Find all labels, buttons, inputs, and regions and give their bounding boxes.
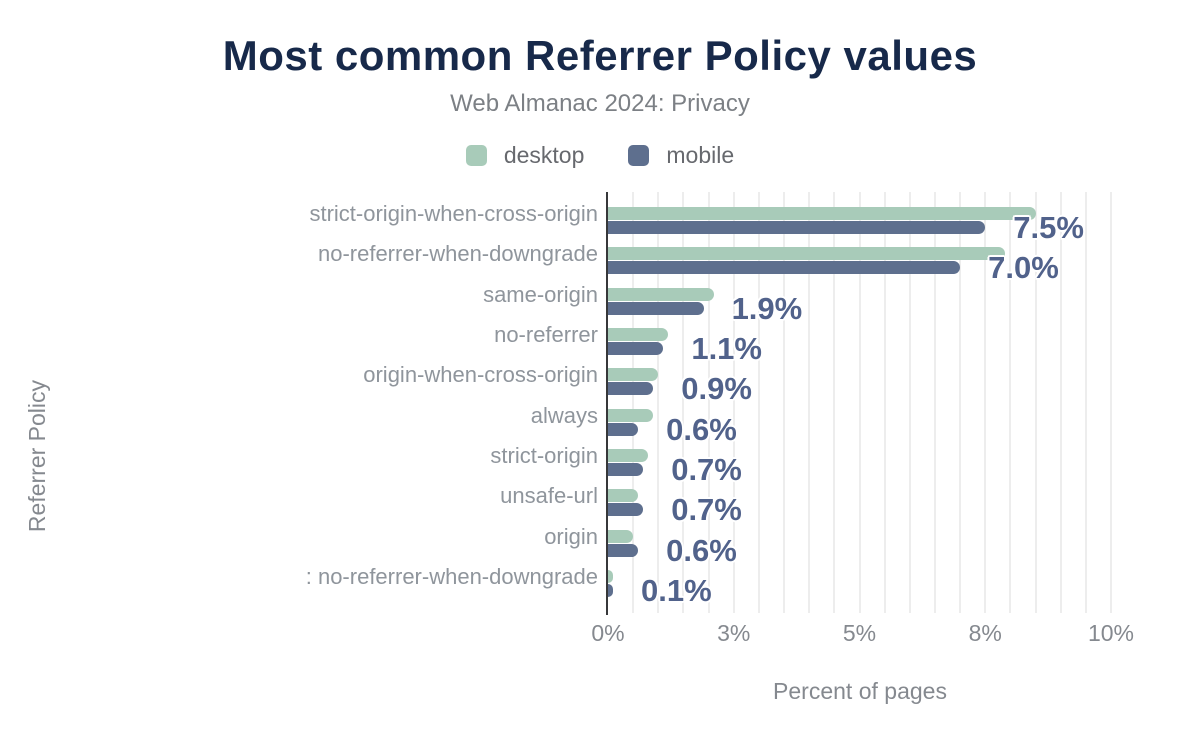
- value-label: 0.1%: [641, 573, 712, 609]
- plot-area: 7.5% 7.0% 1.9% 1.1% 0.9% 0.6% 0.7% 0.7% 0.6% 0.1%…: [591, 192, 1134, 646]
- gridline: [833, 192, 836, 613]
- legend-swatch-desktop: [465, 145, 487, 166]
- category-axis: strict-origin-when-cross-origin no-referr…: [0, 192, 598, 607]
- gridline: [1009, 192, 1012, 613]
- category-label: same-origin: [483, 281, 598, 307]
- gridline: [732, 192, 735, 613]
- bar-desktop: [608, 408, 654, 422]
- category-label: unsafe-url: [500, 483, 598, 509]
- bar-desktop: [608, 287, 714, 301]
- bar-desktop: [608, 247, 1006, 261]
- legend-swatch-mobile: [628, 145, 650, 166]
- gridline: [657, 192, 660, 613]
- bar-mobile: [608, 301, 704, 315]
- gridline: [908, 192, 911, 613]
- y-axis-line: [606, 192, 608, 615]
- bar-desktop: [608, 449, 649, 463]
- legend-label: desktop: [503, 142, 585, 168]
- gridline: [883, 192, 886, 613]
- bar-mobile: [608, 221, 986, 234]
- bar-mobile: [608, 543, 639, 557]
- legend-item-desktop: desktop: [465, 142, 585, 169]
- value-label: 7.5%: [1013, 210, 1084, 245]
- bar-desktop: [608, 570, 614, 584]
- chart-subtitle: Web Almanac 2024: Privacy: [450, 90, 750, 117]
- value-label: 0.7%: [671, 452, 742, 488]
- x-tick-label: 10%: [1087, 620, 1135, 646]
- gridline: [959, 192, 962, 613]
- category-label: origin-when-cross-origin: [363, 362, 598, 388]
- gridline: [984, 192, 987, 613]
- bar-desktop: [608, 368, 659, 382]
- value-label: 0.9%: [681, 371, 752, 407]
- gridline: [682, 192, 685, 613]
- bar-mobile: [608, 503, 644, 517]
- legend-item-mobile: mobile: [628, 142, 734, 169]
- legend: desktop mobile: [0, 142, 1200, 169]
- bar-mobile: [608, 261, 961, 275]
- bar-mobile: [608, 382, 654, 396]
- x-tick-label: 8%: [968, 620, 1002, 646]
- gridline: [1110, 192, 1112, 613]
- gridline: [933, 192, 936, 613]
- bar-desktop: [608, 529, 634, 543]
- category-label: : no-referrer-when-downgrade: [305, 564, 598, 590]
- x-tick-label: 3%: [717, 620, 751, 646]
- legend-label: mobile: [666, 142, 735, 168]
- value-label: 7.0%: [988, 250, 1059, 286]
- value-label: 1.1%: [691, 331, 762, 367]
- gridline: [1034, 192, 1037, 613]
- bar-mobile: [608, 342, 664, 356]
- x-axis-title: Percent of pages: [773, 678, 947, 704]
- category-label: no-referrer-when-downgrade: [317, 241, 598, 267]
- gridline: [808, 192, 811, 613]
- bar-mobile: [608, 463, 644, 477]
- value-label: 0.6%: [666, 411, 737, 447]
- category-label: strict-origin-when-cross-origin: [309, 201, 598, 226]
- bar-mobile: [608, 584, 614, 598]
- gridline: [783, 192, 786, 613]
- gridline: [858, 192, 861, 613]
- value-label: 1.9%: [731, 290, 803, 326]
- category-label: strict-origin: [490, 443, 598, 469]
- category-label: origin: [544, 523, 598, 549]
- bar-desktop: [608, 207, 1036, 220]
- category-label: always: [530, 402, 598, 428]
- bar-desktop: [608, 489, 639, 503]
- value-label: 0.6%: [666, 532, 737, 568]
- x-tick-label: 0%: [591, 620, 625, 646]
- gridline: [632, 192, 635, 613]
- value-label: 0.7%: [671, 492, 742, 528]
- x-tick-label: 5%: [842, 620, 877, 646]
- gridline: [757, 192, 760, 613]
- gridline: [1059, 192, 1062, 613]
- gridline: [1084, 192, 1087, 613]
- bar-desktop: [608, 328, 669, 342]
- category-label: no-referrer: [494, 322, 598, 348]
- gridline: [707, 192, 710, 613]
- bar-mobile: [608, 422, 639, 436]
- chart-title: Most common Referrer Policy values: [222, 32, 978, 79]
